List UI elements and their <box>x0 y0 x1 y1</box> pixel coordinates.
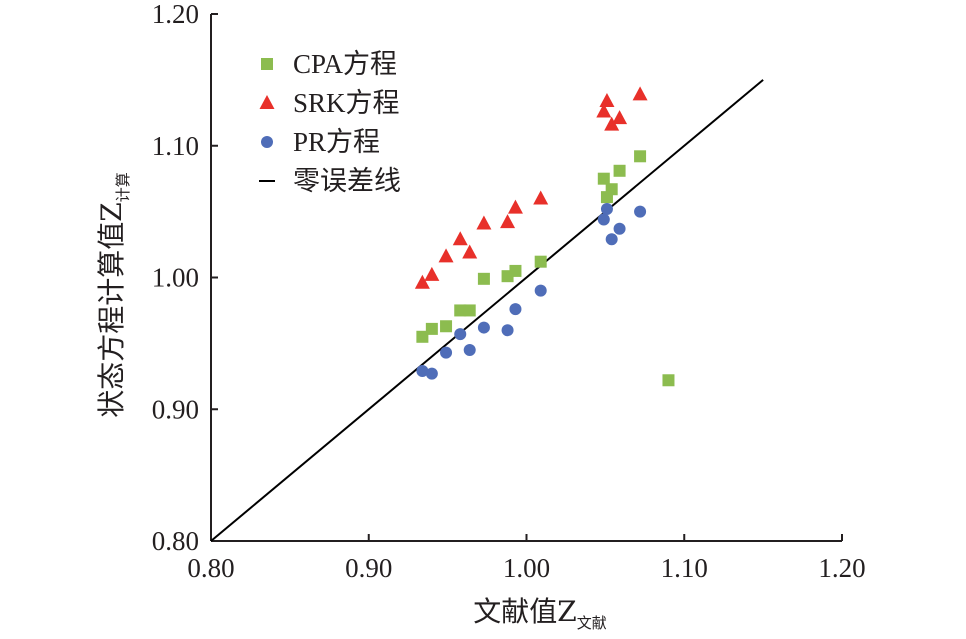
point-triangle-1-5 <box>476 215 492 230</box>
legend-label-line: 零误差线 <box>293 166 401 196</box>
plot-area: 0.80 0.90 1.00 1.10 1.20 0.80 0.90 1.00 1.10 1.20 <box>152 0 866 583</box>
point-triangle-1-7 <box>507 199 523 214</box>
point-square-0-3 <box>454 304 467 317</box>
y-tick-label-0: 0.80 <box>152 526 199 556</box>
point-circle-2-13 <box>634 205 647 218</box>
point-circle-2-7 <box>509 303 522 316</box>
x-tick-label-1: 0.90 <box>345 553 392 583</box>
point-circle-2-2 <box>440 346 453 359</box>
point-circle-2-12 <box>613 222 626 235</box>
point-circle-2-5 <box>477 321 490 334</box>
point-square-0-5 <box>477 272 490 285</box>
point-triangle-1-12 <box>612 110 628 125</box>
point-circle-2-3 <box>454 328 467 341</box>
point-triangle-1-6 <box>500 214 516 229</box>
point-triangle-1-9 <box>596 103 612 118</box>
legend-marker-0 <box>261 58 273 70</box>
point-square-0-9 <box>597 172 610 185</box>
point-circle-2-8 <box>534 284 547 297</box>
point-circle-2-10 <box>600 202 613 215</box>
x-axis-title-subscript: 文献 <box>577 614 607 632</box>
y-tick-label-2: 1.00 <box>152 263 199 293</box>
point-triangle-1-1 <box>424 266 440 281</box>
point-triangle-1-0 <box>414 274 430 289</box>
point-square-0-13 <box>634 150 647 163</box>
legend-marker-1 <box>259 95 275 109</box>
legend-marker-2 <box>261 136 273 148</box>
x-tick-label-3: 1.10 <box>661 553 708 583</box>
point-triangle-1-11 <box>604 116 620 131</box>
x-tick-label-4: 1.20 <box>818 553 865 583</box>
legend-label-0: CPA方程 <box>293 49 397 79</box>
y-axis-title: 状态方程计算值Z计算 <box>95 172 132 417</box>
point-square-0-0 <box>416 330 429 343</box>
x-tick-label-2: 1.00 <box>503 553 550 583</box>
point-circle-2-0 <box>416 365 429 378</box>
x-axis-title-main: 文献值Z <box>473 595 576 628</box>
point-square-0-12 <box>613 164 626 177</box>
point-triangle-1-10 <box>599 92 615 107</box>
point-square-0-2 <box>440 320 453 333</box>
point-square-0-4 <box>463 304 476 317</box>
point-triangle-1-4 <box>462 244 478 259</box>
y-axis-title-main: 状态方程计算值Z <box>95 202 128 417</box>
point-circle-2-9 <box>597 213 610 226</box>
point-circle-2-6 <box>501 324 514 337</box>
point-square-0-1 <box>425 322 438 335</box>
y-tick-label-3: 1.10 <box>152 131 199 161</box>
point-circle-2-4 <box>463 343 476 356</box>
legend-label-1: SRK方程 <box>293 88 400 118</box>
point-triangle-1-8 <box>533 190 549 205</box>
zero-error-line <box>210 79 764 542</box>
point-circle-2-1 <box>425 367 438 380</box>
legend-label-2: PR方程 <box>293 127 380 157</box>
point-square-0-14 <box>662 374 675 387</box>
point-triangle-1-2 <box>438 248 454 263</box>
axis-ticks: 0.80 0.90 1.00 1.10 1.20 0.80 0.90 1.00 1.10 1.20 <box>152 0 866 583</box>
y-tick-label-4: 1.20 <box>152 0 199 29</box>
x-axis-title: 文献值Z文献 <box>473 595 606 632</box>
point-triangle-1-3 <box>452 231 468 246</box>
point-square-0-8 <box>534 255 547 268</box>
point-square-0-11 <box>605 183 618 196</box>
point-square-0-7 <box>509 264 522 277</box>
point-triangle-1-13 <box>632 86 648 101</box>
data-markers <box>414 86 675 387</box>
y-axis-title-subscript: 计算 <box>114 172 132 202</box>
y-tick-label-1: 0.90 <box>152 394 199 424</box>
point-circle-2-11 <box>605 233 618 246</box>
x-tick-label-0: 0.80 <box>187 553 234 583</box>
